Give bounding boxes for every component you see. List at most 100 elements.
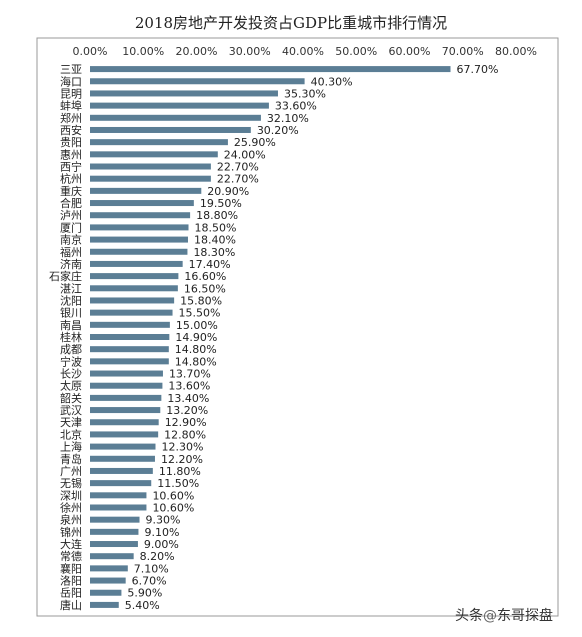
bar — [90, 419, 159, 426]
data-label: 33.60% — [275, 100, 317, 113]
x-tick-label: 30.00% — [229, 45, 271, 58]
category-label: 泸州 — [60, 209, 82, 222]
bar — [90, 516, 140, 523]
category-label: 武汉 — [60, 404, 82, 417]
data-label: 14.80% — [175, 343, 217, 356]
category-label: 成都 — [60, 343, 82, 356]
bar — [90, 126, 251, 133]
data-label: 25.90% — [234, 136, 276, 149]
bar — [90, 163, 211, 170]
bar — [90, 553, 134, 560]
bar — [90, 541, 138, 548]
bar — [90, 114, 261, 121]
data-label: 18.50% — [195, 221, 237, 234]
category-label: 洛阳 — [60, 574, 82, 588]
data-label: 12.20% — [161, 453, 203, 466]
data-label: 40.30% — [311, 75, 353, 88]
data-label: 15.80% — [180, 294, 222, 307]
bar — [90, 455, 155, 462]
category-label: 郑州 — [60, 111, 82, 125]
data-label: 16.50% — [184, 282, 226, 295]
data-label: 19.50% — [200, 197, 242, 210]
category-label: 广州 — [60, 465, 82, 478]
x-tick-label: 10.00% — [122, 45, 164, 58]
watermark: 头条@东哥探盘 — [455, 605, 553, 625]
category-label: 襄阳 — [60, 561, 82, 575]
category-label: 桂林 — [60, 330, 82, 344]
category-label: 西宁 — [60, 160, 82, 174]
bar — [90, 236, 188, 243]
category-label: 沈阳 — [60, 293, 82, 307]
data-label: 10.60% — [152, 501, 194, 514]
category-label: 徐州 — [60, 500, 82, 514]
bar — [90, 370, 163, 377]
category-label: 北京 — [60, 427, 82, 441]
data-label: 12.30% — [161, 441, 203, 454]
data-label: 32.10% — [267, 112, 309, 125]
category-label: 深圳 — [60, 489, 82, 502]
bar — [90, 212, 191, 219]
category-label: 青岛 — [60, 452, 82, 466]
category-label: 银川 — [60, 306, 82, 320]
data-label: 13.40% — [167, 392, 209, 405]
bar — [90, 601, 119, 608]
bar — [90, 577, 126, 584]
bar — [90, 321, 170, 328]
category-label: 大连 — [60, 537, 82, 551]
data-label: 9.30% — [146, 514, 181, 527]
bar — [90, 334, 170, 340]
data-label: 9.10% — [144, 526, 179, 539]
bar — [90, 528, 139, 535]
category-label: 宁波 — [60, 354, 82, 368]
category-label: 福州 — [60, 245, 82, 259]
category-label: 常德 — [60, 549, 82, 563]
bar — [90, 90, 278, 97]
category-label: 岳阳 — [60, 587, 82, 600]
bar — [90, 431, 159, 438]
category-label: 合肥 — [60, 196, 82, 210]
data-label: 22.70% — [217, 173, 259, 186]
watermark-handle: 东哥探盘 — [497, 608, 553, 624]
data-label: 13.60% — [168, 380, 210, 393]
data-label: 30.20% — [257, 124, 299, 137]
category-label: 泉州 — [60, 513, 82, 527]
category-label: 唐山 — [60, 598, 82, 612]
category-label: 韶关 — [60, 391, 82, 405]
bar — [90, 285, 178, 292]
data-label: 11.80% — [159, 465, 201, 478]
bar — [90, 565, 128, 572]
data-label: 5.40% — [125, 599, 160, 612]
data-label: 13.70% — [169, 368, 211, 381]
bar — [90, 467, 153, 474]
bar — [90, 224, 189, 231]
data-label: 18.30% — [193, 246, 235, 259]
data-label: 10.60% — [152, 489, 194, 502]
bar — [90, 358, 169, 365]
bar — [90, 443, 156, 450]
category-label: 天津 — [60, 416, 82, 429]
data-label: 12.90% — [165, 416, 207, 429]
data-label: 16.60% — [184, 270, 226, 283]
bar — [90, 309, 173, 316]
data-label: 17.40% — [189, 258, 231, 271]
bars: 三亚 67.70% 海口 40.30% 昆明 35.30% 蚌埠 33.60% 郑州 32.10%… — [49, 63, 498, 612]
bar — [90, 187, 202, 194]
category-label: 济南 — [60, 257, 82, 271]
data-label: 15.50% — [179, 307, 221, 320]
category-label: 海口 — [60, 74, 82, 88]
bar — [90, 589, 122, 596]
data-label: 5.90% — [127, 587, 162, 600]
bar — [90, 175, 211, 182]
category-label: 南昌 — [60, 319, 82, 332]
data-label: 15.00% — [176, 319, 218, 332]
data-label: 18.40% — [194, 234, 236, 247]
data-label: 14.90% — [175, 331, 217, 344]
x-tick-label: 40.00% — [282, 45, 324, 58]
bar — [90, 200, 194, 207]
chart-title: 2018房地产开发投资占GDP比重城市排行情况 — [134, 14, 448, 32]
category-label: 贵阳 — [60, 136, 82, 149]
data-label: 12.80% — [164, 428, 206, 441]
bar — [90, 66, 451, 73]
data-label: 8.20% — [140, 550, 175, 563]
